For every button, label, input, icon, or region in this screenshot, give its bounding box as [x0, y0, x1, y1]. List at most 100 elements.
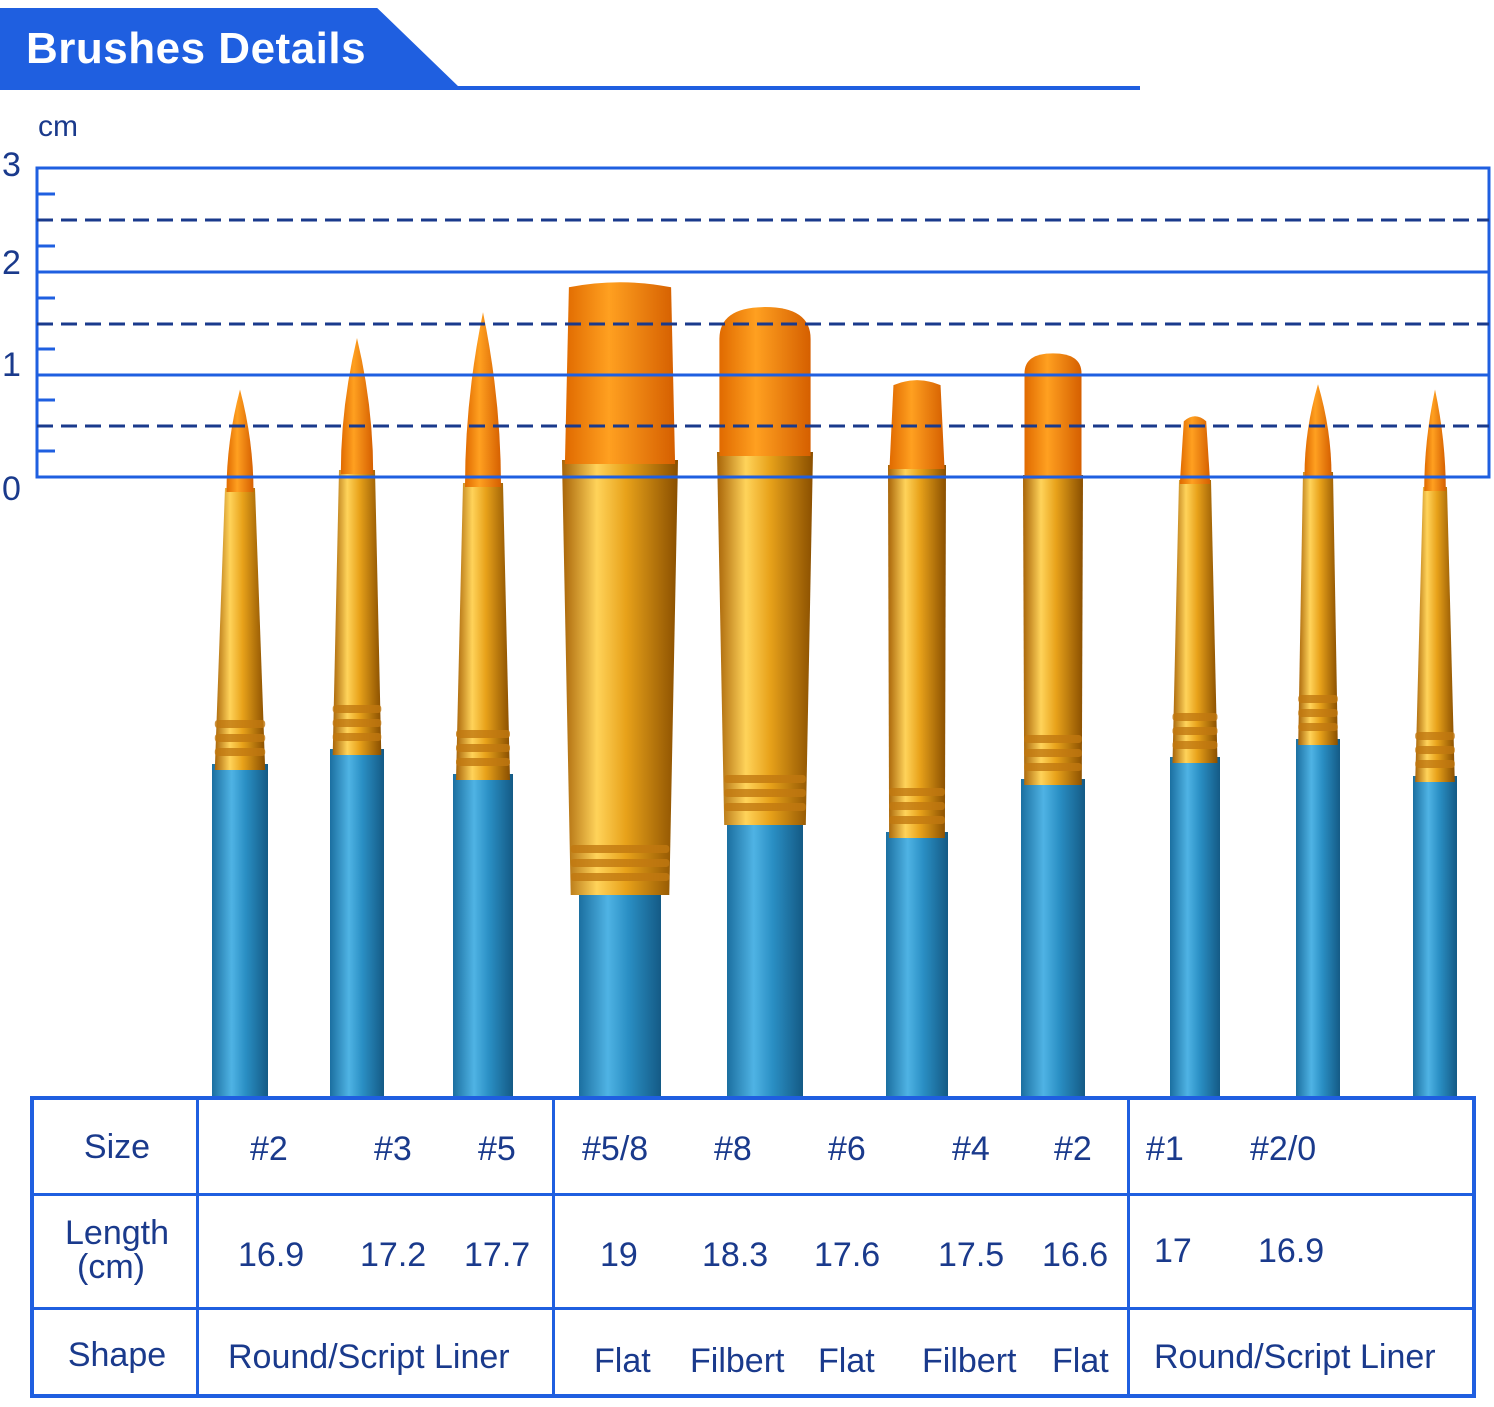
brush-handle [1170, 757, 1220, 1100]
ruler-tick-3: 3 [2, 146, 21, 184]
brush-ferrule [1415, 487, 1455, 782]
length-row: Length (cm) 16.9 17.2 17.7 19 18.3 17.6 … [34, 1196, 1472, 1310]
shape-row: Shape Round/Script Liner Flat Filbert Fl… [34, 1310, 1472, 1398]
length-cell: 19 [600, 1236, 638, 1274]
table-divider [552, 1100, 555, 1394]
length-header-unit: (cm) [77, 1248, 145, 1286]
brush-bristles [719, 307, 811, 456]
ferrule-crimp [889, 802, 945, 810]
brush-bristles [1179, 416, 1211, 484]
ferrule-crimp [570, 859, 670, 867]
size-cell: #8 [714, 1130, 752, 1168]
size-header: Size [83, 1128, 151, 1166]
brush-handle [579, 889, 661, 1100]
brush-1 [212, 389, 268, 1100]
brush-handle [886, 832, 948, 1100]
brush-ferrule [332, 470, 382, 755]
header-underline [0, 86, 1140, 90]
length-cell: 17 [1154, 1232, 1192, 1270]
length-cell: 16.6 [1042, 1236, 1109, 1274]
size-row: Size #2 #3 #5 #5/8 #8 #6 #4 #2 #1 #2/0 [34, 1100, 1472, 1196]
brush-bristles [1304, 384, 1332, 476]
length-cell: 16.9 [238, 1236, 305, 1274]
size-cell: #2 [250, 1130, 288, 1168]
brush-9 [1296, 384, 1340, 1100]
size-cell: #2/0 [1250, 1130, 1317, 1168]
brush-handle [1021, 779, 1085, 1100]
size-cell: #4 [952, 1130, 990, 1168]
length-header: Length [65, 1214, 169, 1252]
brush-5 [717, 307, 813, 1100]
brush-ferrule [1172, 480, 1218, 763]
ferrule-crimp [332, 705, 382, 713]
ferrule-crimp [1415, 746, 1455, 754]
brush-handle [1296, 739, 1340, 1100]
ferrule-crimp [1415, 760, 1455, 768]
ferrule-crimp [1172, 741, 1218, 749]
ferrule-crimp [570, 845, 670, 853]
ferrule-crimp [1172, 727, 1218, 735]
brush-3 [453, 312, 513, 1100]
size-cell: #2 [1054, 1130, 1092, 1168]
shape-cell: Flat [594, 1342, 651, 1380]
ferrule-crimp [724, 789, 806, 797]
brush-8 [1170, 416, 1220, 1100]
ferrule-crimp [214, 748, 266, 756]
brush-bristles [1024, 353, 1082, 479]
brush-bristles [226, 389, 254, 492]
ruler-tick-1: 1 [2, 346, 21, 384]
page-title: Brushes Details [26, 24, 367, 73]
ferrule-crimp [1172, 713, 1218, 721]
brush-handle [1413, 776, 1457, 1100]
ferrule-crimp [1298, 695, 1338, 703]
size-cell: #3 [374, 1130, 412, 1168]
ferrule-crimp [332, 733, 382, 741]
ferrule-crimp [724, 775, 806, 783]
brush-ferrule [214, 488, 266, 770]
shape-cell: Flat [1052, 1342, 1109, 1380]
header-banner [0, 8, 460, 88]
brush-bristles [340, 337, 374, 474]
table-divider [1127, 1100, 1130, 1394]
ferrule-crimp [1024, 749, 1082, 757]
ferrule-crimp [214, 734, 266, 742]
size-cell: #1 [1146, 1130, 1184, 1168]
ruler-unit-label: cm [38, 110, 78, 143]
brush-ferrule [562, 460, 678, 895]
ferrule-crimp [214, 720, 266, 728]
spec-table: Size #2 #3 #5 #5/8 #8 #6 #4 #2 #1 #2/0 L… [30, 1096, 1476, 1398]
brush-handle [453, 774, 513, 1100]
shape-cell: Round/Script Liner [228, 1338, 510, 1376]
shape-cell: Flat [818, 1342, 875, 1380]
ferrule-crimp [889, 788, 945, 796]
length-cell: 17.7 [464, 1236, 531, 1274]
ferrule-crimp [889, 816, 945, 824]
length-cell: 16.9 [1258, 1232, 1325, 1270]
brush-ferrule [1023, 475, 1083, 785]
length-cell: 17.5 [938, 1236, 1005, 1274]
brush-2 [330, 337, 384, 1100]
brush-bristles [1424, 389, 1446, 491]
length-cell: 17.6 [814, 1236, 881, 1274]
ferrule-crimp [1024, 735, 1082, 743]
ferrule-crimp [1298, 723, 1338, 731]
size-cell: #5/8 [582, 1130, 649, 1168]
ferrule-crimp [1024, 763, 1082, 771]
shape-cell: Filbert [922, 1342, 1017, 1380]
length-cell: 17.2 [360, 1236, 427, 1274]
ruler-tick-2: 2 [2, 244, 21, 282]
brushes-illustration [35, 166, 1491, 1100]
brush-handle [727, 819, 803, 1100]
brush-bristles [564, 282, 676, 464]
table-divider [196, 1100, 199, 1394]
shape-header: Shape [67, 1336, 167, 1374]
ruler-tick-0: 0 [2, 470, 21, 508]
brush-handle [212, 764, 268, 1100]
ferrule-crimp [456, 744, 510, 752]
brush-10 [1413, 389, 1457, 1100]
brush-ferrule [717, 452, 813, 825]
brush-ferrule [1298, 472, 1338, 745]
size-cell: #6 [828, 1130, 866, 1168]
brush-ferrule [888, 465, 946, 838]
brush-7 [1021, 353, 1085, 1100]
